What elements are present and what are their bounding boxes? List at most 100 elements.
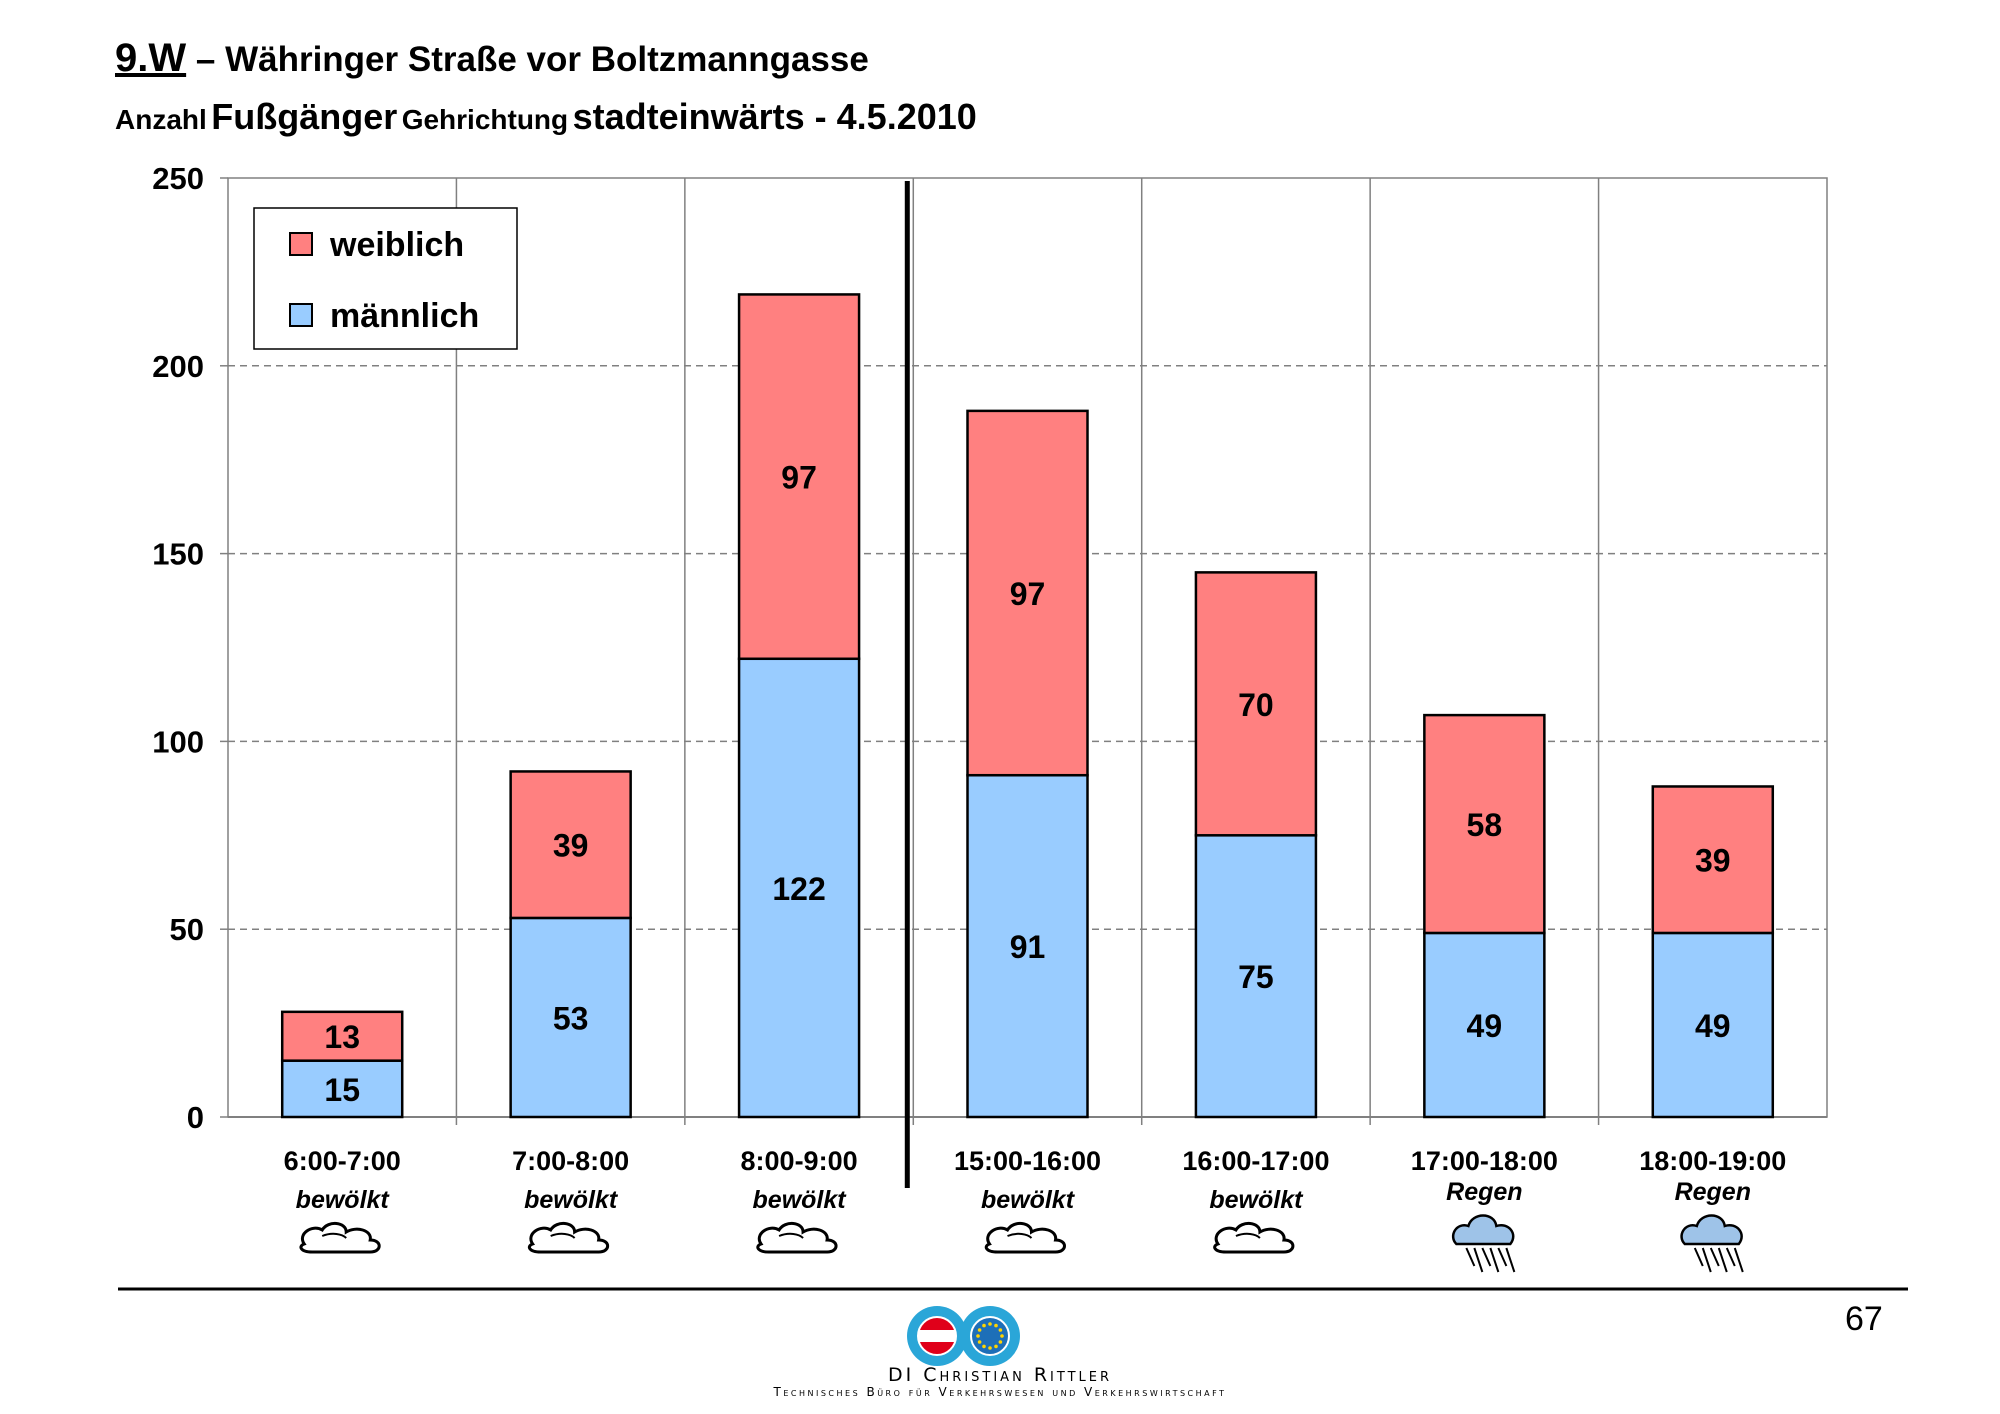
rain-drop — [1489, 1247, 1500, 1273]
rain-drop — [1497, 1247, 1508, 1267]
flag-stripe — [918, 1330, 956, 1342]
rain-drop — [1717, 1247, 1728, 1273]
eu-star — [977, 1328, 982, 1332]
weather-label: bewölkt — [1209, 1186, 1304, 1214]
x-tick-label: 15:00-16:00 — [954, 1146, 1101, 1176]
rain-drop — [1709, 1247, 1720, 1267]
legend-swatch — [289, 232, 313, 256]
rain-cloud-icon — [1680, 1214, 1744, 1273]
x-tick-label: 7:00-8:00 — [512, 1146, 629, 1176]
weather-label: bewölkt — [296, 1186, 391, 1214]
y-tick-label: 150 — [152, 537, 204, 572]
data-label: 97 — [781, 460, 817, 496]
eu-star — [988, 1346, 992, 1350]
data-label: 58 — [1467, 807, 1503, 843]
subtitle-part: stadteinwärts - 4.5.2010 — [572, 96, 977, 137]
data-label: 70 — [1238, 687, 1274, 723]
y-tick-label: 200 — [152, 349, 204, 384]
data-label: 122 — [772, 871, 825, 907]
y-tick-label: 100 — [152, 724, 204, 759]
eu-star — [976, 1334, 980, 1338]
station-code: 9.W — [115, 36, 187, 80]
cloud-icon — [527, 1222, 610, 1254]
eu-flag-icon — [970, 1316, 1010, 1356]
rain-drop — [1465, 1247, 1476, 1267]
bar-maennlich — [280, 1059, 404, 1119]
cloud-detail — [778, 1232, 804, 1239]
firm-logo — [907, 1306, 1020, 1366]
cloud-shape — [984, 1222, 1066, 1254]
legend-swatch — [289, 303, 313, 327]
weather-label: bewölkt — [524, 1186, 619, 1214]
cloud-detail — [1235, 1232, 1261, 1239]
x-tick-label: 18:00-19:00 — [1639, 1146, 1786, 1176]
y-tick-label: 50 — [170, 912, 204, 947]
data-label: 97 — [1010, 576, 1046, 612]
cloud-icon — [756, 1222, 838, 1254]
data-label: 15 — [324, 1072, 360, 1108]
eu-star — [982, 1344, 986, 1349]
data-label: 53 — [553, 1000, 589, 1036]
subtitle-part: Anzahl — [115, 104, 207, 135]
cloud-detail — [1007, 1232, 1033, 1239]
data-label: 49 — [1467, 1008, 1503, 1044]
eu-star — [994, 1344, 998, 1349]
weather-label: bewölkt — [981, 1186, 1076, 1214]
rain-drop — [1725, 1247, 1736, 1267]
firm-tagline: Technisches Büro für Verkehrswesen und V… — [773, 1385, 1227, 1399]
bar-weiblich — [966, 409, 1089, 777]
cloud-detail — [550, 1232, 576, 1239]
chart-subtitle: Anzahl Fußgänger Gehrichtung stadteinwär… — [115, 96, 977, 138]
cloud-shape — [299, 1222, 381, 1254]
page-number: 67 — [1845, 1300, 1883, 1338]
rain-drop — [1733, 1247, 1744, 1273]
data-label: 13 — [324, 1019, 360, 1055]
data-label: 39 — [1695, 843, 1731, 879]
cloud-icon — [984, 1222, 1066, 1254]
rain-cloud-icon — [1451, 1214, 1516, 1273]
cloud-shape — [1213, 1222, 1295, 1254]
legend-label: weiblich — [329, 226, 464, 264]
data-label: 91 — [1010, 929, 1046, 965]
cloud-shape — [756, 1222, 838, 1254]
eu-star — [977, 1340, 982, 1344]
legend-label: männlich — [330, 297, 479, 335]
weather-label: Regen — [1675, 1178, 1751, 1206]
bar-weiblich — [509, 770, 632, 920]
bar-maennlich — [509, 916, 632, 1119]
bar-weiblich — [737, 293, 861, 661]
x-tick-label: 6:00-7:00 — [284, 1146, 401, 1176]
eu-star — [988, 1322, 992, 1326]
data-label: 49 — [1695, 1008, 1731, 1044]
cloud-icon — [1213, 1222, 1295, 1254]
cloud-icon — [299, 1222, 381, 1254]
location: Währinger Straße vor Boltzmanngasse — [225, 40, 869, 79]
rain-drop — [1693, 1247, 1704, 1267]
y-tick-label: 250 — [152, 161, 204, 196]
chart-title: 9.W – Währinger Straße vor Boltzmanngass… — [115, 36, 869, 81]
rain-drop — [1505, 1247, 1516, 1273]
bar-maennlich — [737, 657, 861, 1119]
y-tick-label: 0 — [187, 1100, 204, 1135]
rain-drop — [1481, 1247, 1492, 1267]
weather-label: bewölkt — [753, 1186, 848, 1214]
x-tick-label: 17:00-18:00 — [1411, 1146, 1558, 1176]
bar-weiblich — [280, 1010, 404, 1062]
eu-star — [1000, 1334, 1004, 1338]
firm-name: DI Christian Rittler — [887, 1364, 1113, 1386]
subtitle-part: Fußgänger — [211, 96, 398, 137]
bar-maennlich — [1194, 834, 1318, 1119]
weather-label: Regen — [1446, 1178, 1522, 1206]
eu-star — [994, 1323, 998, 1328]
bar-weiblich — [1423, 713, 1546, 935]
cloud-shape — [1680, 1214, 1743, 1246]
cloud-shape — [1451, 1214, 1515, 1246]
x-tick-label: 8:00-9:00 — [741, 1146, 858, 1176]
cloud-shape — [527, 1222, 610, 1254]
title-dash: – — [195, 40, 216, 79]
rain-drop — [1473, 1247, 1484, 1273]
bar-weiblich — [1651, 785, 1775, 935]
eu-star — [982, 1323, 986, 1328]
cloud-detail — [321, 1232, 347, 1239]
